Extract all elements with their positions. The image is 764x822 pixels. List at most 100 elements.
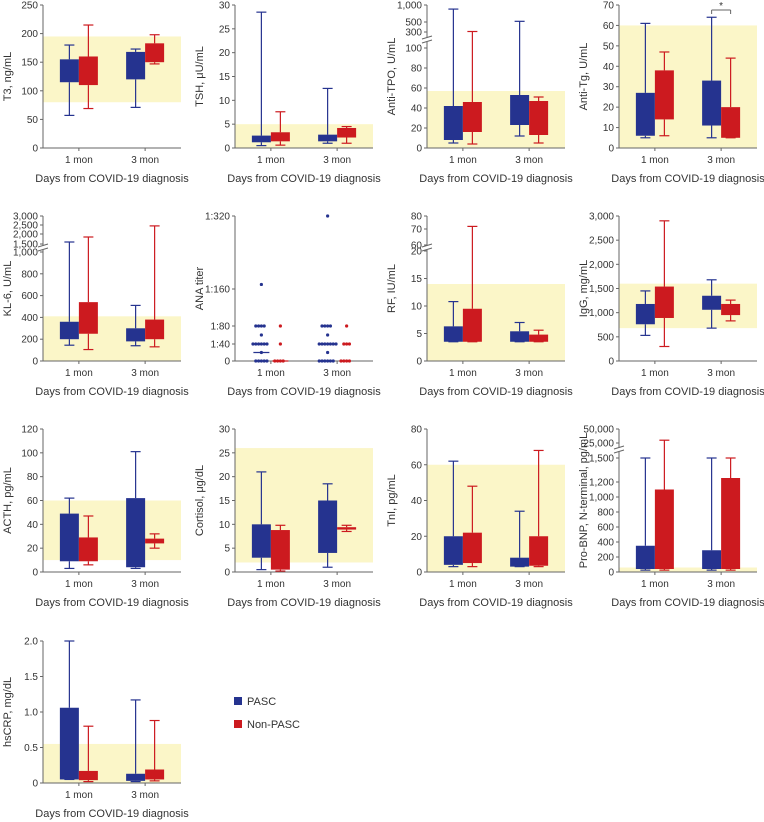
box-p6-1-1: [529, 334, 549, 342]
ana-point: [262, 359, 266, 363]
x-tick-label: 3 mon: [707, 368, 735, 379]
legend-label-0: PASC: [247, 696, 276, 708]
ana-point: [326, 342, 330, 346]
y-tick-label: 10: [411, 302, 423, 313]
y-tick-label: 600: [21, 291, 38, 302]
y-axis-title: RF, IU/mL: [386, 264, 398, 313]
x-tick-label: 1 mon: [641, 368, 669, 379]
y-axis-title: T3, ng/mL: [2, 52, 14, 102]
y-axis-title: Cortisol, μg/dL: [194, 465, 206, 536]
y-tick-label: 20: [219, 48, 231, 59]
y-tick-label: 60: [27, 496, 39, 507]
normal-range-band: [427, 284, 565, 361]
ana-point: [331, 359, 335, 363]
y-tick-label: 2,000: [589, 260, 614, 271]
ana-point: [347, 359, 352, 363]
box-p4-1-0: [78, 302, 98, 334]
y-tick-label: 15: [219, 72, 231, 83]
box-p10-0-1: [510, 557, 530, 567]
ana-point: [262, 324, 266, 328]
y-tick-label: 20: [411, 532, 423, 543]
y-tick-label: 40: [27, 520, 39, 531]
y-tick-label: 600: [597, 523, 614, 534]
y-tick-label: 20: [603, 103, 615, 114]
axis-break-mark: [37, 247, 49, 252]
x-tick-label: 3 mon: [323, 155, 351, 166]
box-p4-0-1: [126, 328, 146, 342]
ana-point: [345, 324, 349, 328]
ana-point: [326, 359, 330, 363]
y-tick-label: 70: [603, 1, 615, 12]
y-tick-label: 60: [411, 460, 423, 471]
x-tick-label: 1 mon: [257, 579, 285, 590]
box-p3-0-0: [635, 92, 655, 136]
ana-point: [256, 342, 261, 346]
y-tick-label: 800: [21, 269, 38, 280]
x-tick-label: 3 mon: [515, 155, 543, 166]
y-tick-label: 250: [21, 1, 38, 12]
x-tick-label: 3 mon: [131, 155, 159, 166]
x-tick-label: 3 mon: [131, 579, 159, 590]
box-p12-0-0: [59, 707, 79, 780]
ana-point: [328, 359, 333, 363]
axis-break-mark: [421, 39, 433, 44]
box-p7-0-1: [702, 295, 722, 310]
y-axis-title: TnI, pg/mL: [386, 474, 398, 527]
y-tick-label: 200: [21, 335, 38, 346]
box-p1-0-1: [318, 134, 338, 142]
y-tick-label: 1.0: [24, 708, 38, 719]
x-axis-title: Days from COVID-19 diagnosis: [227, 386, 381, 398]
ana-point: [342, 359, 346, 363]
legend-swatch-1: [234, 720, 242, 728]
box-p2-0-0: [443, 106, 463, 140]
y-tick-label: 15: [219, 496, 231, 507]
x-tick-label: 1 mon: [449, 155, 477, 166]
box-p4-0-0: [59, 321, 79, 340]
box-p9-1-0: [270, 530, 290, 570]
ana-point: [317, 359, 321, 363]
y-tick-label: 20: [27, 544, 39, 555]
box-p0-0-0: [59, 59, 79, 83]
y-tick-label: 80: [411, 212, 423, 223]
y-tick-label: 15: [411, 274, 423, 285]
y-tick-label: 5: [224, 544, 230, 555]
y-tick-label: 0: [224, 568, 230, 579]
y-tick-label: 1,500: [13, 240, 38, 251]
y-tick-label: 1.5: [24, 672, 38, 683]
box-p2-1-0: [462, 102, 482, 132]
y-tick-label: 1,200: [589, 478, 614, 489]
y-tick-label: 1,000: [589, 308, 614, 319]
ana-point: [278, 342, 282, 346]
x-axis-title: Days from COVID-19 diagnosis: [35, 386, 189, 398]
ana-point: [317, 342, 321, 346]
y-tick-label: 25: [219, 448, 231, 459]
y-tick-label: 10: [219, 96, 231, 107]
y-tick-label: 80: [411, 425, 423, 436]
y-axis-title: IgG, mg/mL: [578, 260, 590, 317]
box-p8-1-1: [145, 538, 165, 544]
x-axis-title: Days from COVID-19 diagnosis: [227, 597, 381, 609]
box-p7-0-0: [635, 303, 655, 325]
y-axis-title: KL-6, U/mL: [2, 261, 14, 317]
y-tick-label: 70: [411, 225, 423, 236]
ana-point: [342, 342, 346, 346]
ana-point: [323, 324, 327, 328]
y-tick-label: 500: [597, 332, 614, 343]
ana-point: [256, 324, 261, 328]
x-tick-label: 1 mon: [449, 579, 477, 590]
y-axis-title: TSH, μU/mL: [194, 46, 206, 107]
axis-break-gap: [422, 38, 432, 42]
y-tick-label: 3,000: [13, 212, 38, 223]
box-p4-1-1: [145, 319, 165, 340]
x-axis-title: Days from COVID-19 diagnosis: [611, 173, 764, 185]
x-tick-label: 1 mon: [449, 368, 477, 379]
x-tick-label: 3 mon: [707, 579, 735, 590]
significance-star: *: [719, 1, 723, 12]
box-p11-0-0: [635, 545, 655, 569]
x-axis-title: Days from COVID-19 diagnosis: [419, 173, 573, 185]
ana-point: [259, 342, 263, 346]
x-axis-title: Days from COVID-19 diagnosis: [611, 386, 764, 398]
ana-point: [254, 359, 258, 363]
ana-point: [259, 324, 263, 328]
y-tick-label: 25,000: [583, 439, 614, 450]
